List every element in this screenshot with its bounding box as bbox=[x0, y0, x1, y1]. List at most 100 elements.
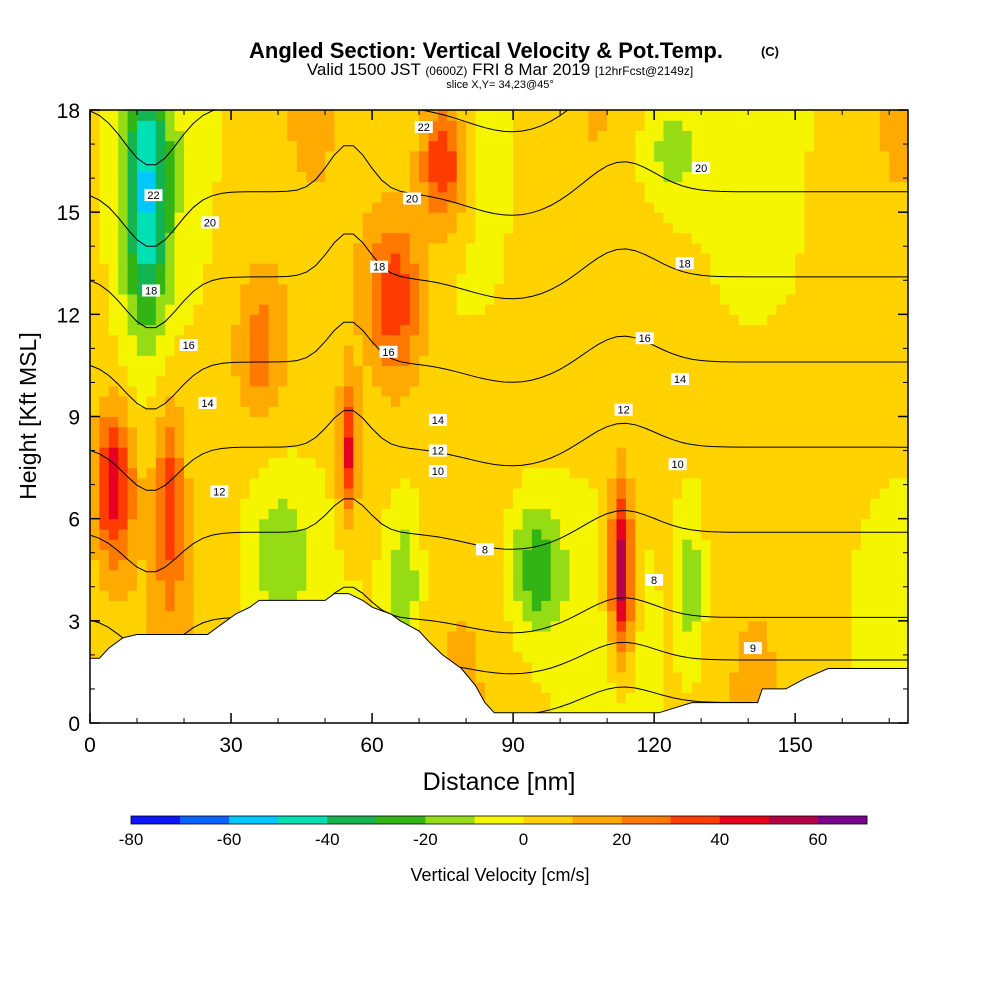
field-cell bbox=[550, 232, 561, 244]
field-cell bbox=[785, 406, 796, 418]
field-cell bbox=[513, 477, 524, 489]
field-cell bbox=[729, 130, 740, 142]
field-cell bbox=[202, 436, 213, 448]
field-cell bbox=[672, 171, 683, 183]
field-cell bbox=[795, 600, 806, 612]
field-cell bbox=[710, 467, 721, 479]
field-cell bbox=[550, 201, 561, 213]
field-cell bbox=[184, 212, 194, 223]
field-cell bbox=[785, 222, 796, 234]
field-cell bbox=[851, 477, 862, 489]
field-cell bbox=[682, 293, 693, 305]
field-cell bbox=[193, 477, 204, 489]
field-cell bbox=[494, 406, 505, 418]
field-cell bbox=[625, 467, 636, 479]
field-cell bbox=[513, 334, 524, 346]
field-cell bbox=[682, 314, 693, 326]
field-cell bbox=[400, 406, 411, 418]
field-cell bbox=[193, 191, 204, 203]
field-cell bbox=[278, 345, 288, 356]
field-cell bbox=[748, 436, 759, 448]
field-cell bbox=[249, 426, 260, 438]
field-cell bbox=[531, 365, 542, 377]
field-cell bbox=[682, 385, 693, 397]
field-cell bbox=[541, 457, 552, 469]
field-cell bbox=[823, 488, 834, 499]
field-cell bbox=[400, 120, 411, 131]
field-cell bbox=[795, 447, 806, 458]
field-cell bbox=[814, 457, 824, 469]
field-cell bbox=[861, 436, 871, 448]
field-cell bbox=[409, 181, 420, 193]
field-cell bbox=[362, 539, 373, 550]
field-cell bbox=[90, 396, 100, 407]
field-cell bbox=[569, 559, 580, 571]
field-cell bbox=[202, 345, 213, 356]
field-cell bbox=[748, 232, 759, 244]
field-cell bbox=[315, 569, 326, 581]
field-cell bbox=[513, 222, 524, 234]
field-cell bbox=[588, 191, 599, 203]
field-cell bbox=[146, 314, 157, 326]
field-cell bbox=[861, 406, 871, 418]
field-cell bbox=[90, 232, 100, 244]
field-cell bbox=[174, 212, 185, 223]
field-cell bbox=[146, 569, 157, 581]
field-cell bbox=[710, 641, 721, 653]
field-cell bbox=[578, 631, 589, 642]
field-cell bbox=[861, 518, 871, 530]
field-cell bbox=[597, 467, 608, 479]
field-cell bbox=[851, 406, 862, 418]
field-cell bbox=[710, 508, 721, 520]
field-cell bbox=[174, 508, 185, 520]
field-cell bbox=[720, 467, 730, 479]
field-cell bbox=[814, 580, 824, 591]
field-cell bbox=[795, 508, 806, 520]
field-cell bbox=[353, 426, 364, 438]
field-cell bbox=[635, 590, 646, 601]
field-cell bbox=[447, 620, 458, 632]
field-cell bbox=[701, 314, 712, 326]
field-cell bbox=[748, 365, 759, 377]
field-cell bbox=[99, 559, 110, 571]
field-cell bbox=[155, 263, 166, 274]
field-cell bbox=[268, 406, 279, 418]
field-cell bbox=[108, 406, 119, 418]
field-cell bbox=[644, 508, 655, 520]
field-cell bbox=[146, 447, 157, 458]
field-cell bbox=[654, 355, 665, 366]
field-cell bbox=[99, 610, 110, 622]
field-cell bbox=[155, 273, 166, 285]
field-cell bbox=[823, 293, 834, 305]
field-cell bbox=[588, 467, 599, 479]
field-cell bbox=[776, 467, 787, 479]
field-cell bbox=[146, 334, 157, 346]
field-cell bbox=[776, 477, 787, 489]
field-cell bbox=[776, 171, 787, 183]
field-cell bbox=[278, 222, 288, 234]
field-cell bbox=[165, 110, 176, 121]
field-cell bbox=[193, 334, 204, 346]
field-cell bbox=[682, 457, 693, 469]
field-cell bbox=[202, 150, 213, 162]
field-cell bbox=[296, 232, 307, 244]
field-cell bbox=[738, 273, 749, 285]
field-cell bbox=[400, 436, 411, 448]
field-cell bbox=[268, 304, 279, 315]
field-cell bbox=[99, 334, 110, 346]
field-cell bbox=[466, 375, 477, 387]
field-cell bbox=[306, 253, 317, 264]
field-cell bbox=[90, 457, 100, 469]
field-cell bbox=[785, 283, 796, 295]
field-cell bbox=[814, 549, 824, 561]
field-cell bbox=[437, 375, 448, 387]
field-cell bbox=[720, 150, 730, 162]
field-cell bbox=[334, 273, 345, 285]
field-cell bbox=[851, 273, 862, 285]
field-cell bbox=[635, 488, 646, 499]
field-cell bbox=[174, 498, 185, 509]
field-cell bbox=[99, 232, 110, 244]
field-cell bbox=[513, 498, 524, 509]
field-cell bbox=[268, 161, 279, 172]
field-cell bbox=[804, 518, 815, 530]
